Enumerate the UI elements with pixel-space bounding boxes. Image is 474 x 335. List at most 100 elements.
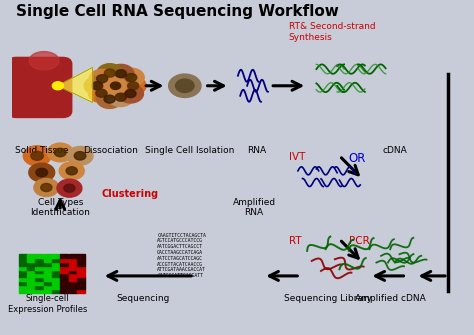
Bar [61,270,68,273]
Bar [36,289,43,292]
Bar [77,277,85,281]
Bar [77,262,85,266]
Bar [27,274,35,277]
Circle shape [67,146,93,165]
Bar [52,254,60,258]
Bar [77,254,85,258]
Circle shape [104,95,115,103]
Text: Amplified
RNA: Amplified RNA [232,198,275,217]
Bar [69,285,77,289]
Text: Sequencing Library: Sequencing Library [284,294,372,303]
Circle shape [96,89,107,97]
Bar [36,274,43,277]
Text: Solid Tissue: Solid Tissue [15,146,68,155]
Bar [52,285,60,289]
Bar [69,274,77,277]
Bar [18,277,27,281]
Circle shape [29,163,55,182]
Circle shape [104,69,115,77]
Text: Cell Types
Identification: Cell Types Identification [30,198,90,217]
Bar [18,258,27,262]
Bar [27,270,35,273]
Circle shape [110,82,121,89]
Text: cDNA: cDNA [383,146,407,155]
Bar [36,285,43,289]
Circle shape [89,84,114,103]
Circle shape [31,151,43,160]
Circle shape [55,148,66,157]
Bar [69,289,77,292]
Bar [69,266,77,270]
Bar [27,254,35,258]
Ellipse shape [29,52,59,70]
Circle shape [59,162,84,180]
Text: Single Cell RNA Sequencing Workflow: Single Cell RNA Sequencing Workflow [16,4,339,19]
Bar [61,281,68,285]
Bar [18,274,27,277]
FancyBboxPatch shape [7,57,72,118]
Bar [77,270,85,273]
Circle shape [52,82,64,90]
Bar [61,285,68,289]
Circle shape [36,168,47,177]
Bar [18,281,27,285]
Bar [36,277,43,281]
Bar [18,270,27,273]
Bar [69,281,77,285]
Text: IVT: IVT [289,152,305,162]
Text: Single-cell
Expression Profiles: Single-cell Expression Profiles [8,294,87,314]
Text: Amplified cDNA: Amplified cDNA [355,294,426,303]
Circle shape [104,77,127,94]
Circle shape [175,79,194,92]
Bar [44,285,52,289]
Circle shape [41,184,52,192]
Bar [27,289,35,292]
Bar [44,270,52,273]
Bar [69,254,77,258]
Bar [27,277,35,281]
Bar [36,266,43,270]
Bar [18,254,27,258]
Bar [52,262,60,266]
Bar [69,262,77,266]
Circle shape [23,146,51,166]
Circle shape [89,69,115,88]
Bar [44,262,52,266]
Circle shape [47,143,73,162]
Bar [36,270,43,273]
Bar [18,289,27,292]
Bar [36,254,43,258]
Circle shape [169,74,201,97]
Bar [18,266,27,270]
Text: RT: RT [289,236,301,246]
Bar [27,262,35,266]
Bar [61,254,68,258]
Bar [18,285,27,289]
Bar [44,254,52,258]
Bar [61,277,68,281]
Bar [52,281,60,285]
Bar [77,281,85,285]
Text: Sequencing: Sequencing [117,294,170,303]
Bar [52,277,60,281]
Bar [77,289,85,292]
Bar [61,289,68,292]
Bar [77,258,85,262]
Bar [52,258,60,262]
Bar [44,274,52,277]
Bar [77,285,85,289]
Bar [27,281,35,285]
Bar [69,277,77,281]
Bar [52,270,60,273]
Bar [44,281,52,285]
Bar [18,262,27,266]
Bar [36,281,43,285]
Bar [52,274,60,277]
Bar [52,266,60,270]
Polygon shape [58,67,92,103]
Circle shape [66,167,77,175]
Circle shape [108,88,134,107]
Bar [61,262,68,266]
Circle shape [125,89,136,97]
Bar [44,266,52,270]
